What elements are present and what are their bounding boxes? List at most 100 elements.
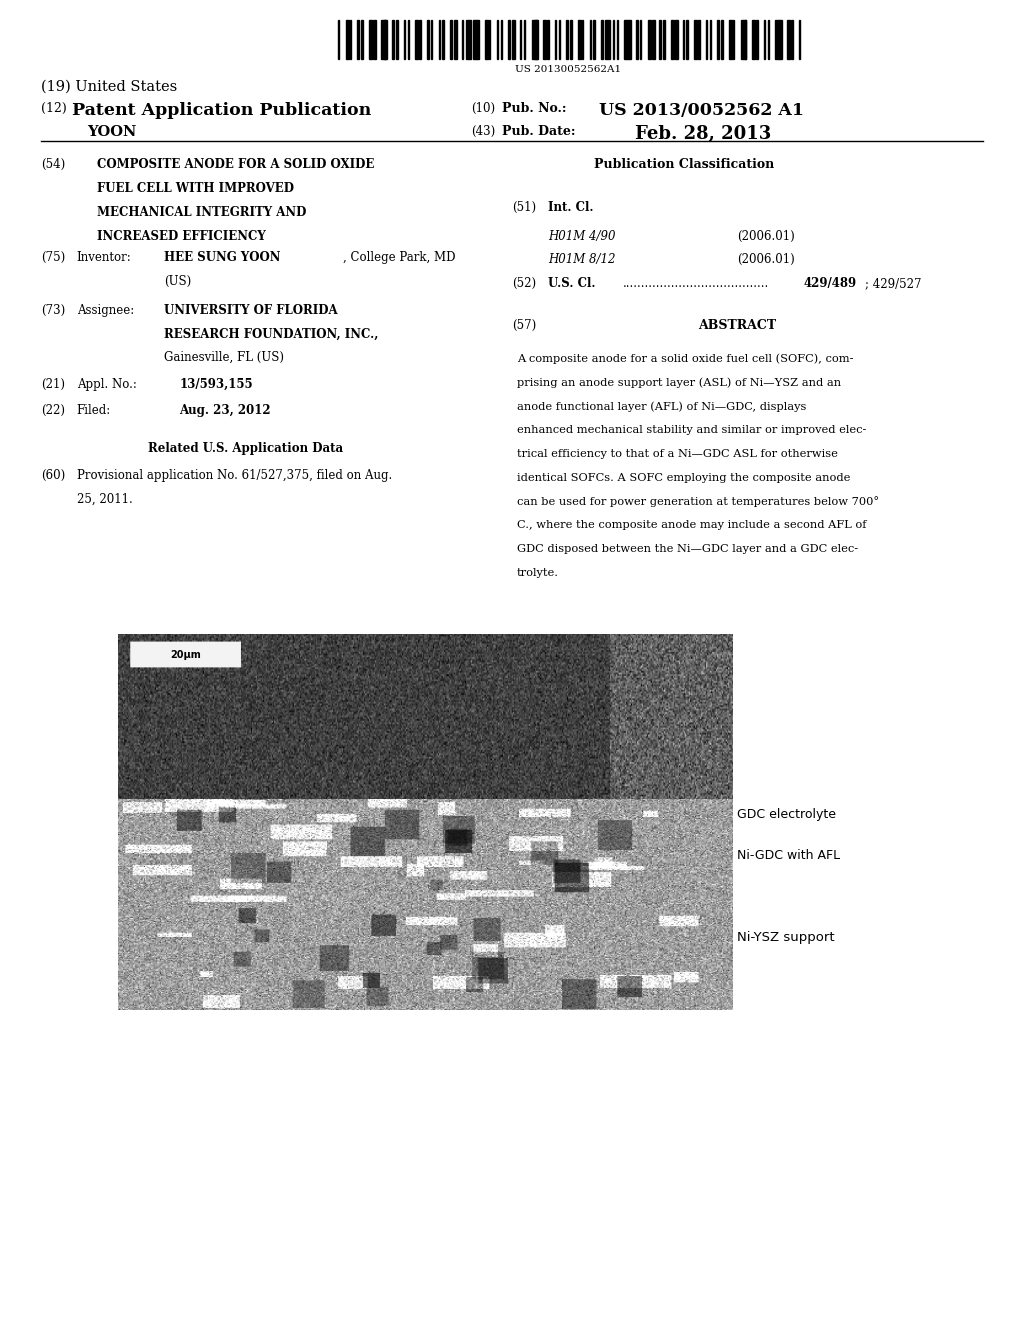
Bar [582,20,584,59]
Bar [616,20,618,59]
Bar [740,20,745,59]
Bar [485,20,488,59]
Bar [625,20,628,59]
Bar [651,20,654,59]
Text: (22): (22) [41,404,65,417]
Text: UNIVERSITY OF FLORIDA: UNIVERSITY OF FLORIDA [164,304,338,317]
Text: Assignee:: Assignee: [77,304,134,317]
Bar [578,20,581,59]
Text: (43): (43) [471,125,496,139]
Text: (57): (57) [512,319,537,333]
Text: Pub. Date:: Pub. Date: [502,125,575,139]
Bar [659,20,660,59]
Text: .......................................: ....................................... [623,277,769,290]
Bar [768,20,769,59]
Bar [710,20,712,59]
Bar [566,20,568,59]
Bar [629,20,632,59]
Bar [775,20,778,59]
Text: ; 429/527: ; 429/527 [865,277,922,290]
Bar [636,20,638,59]
Bar [648,20,651,59]
Text: US 20130052562A1: US 20130052562A1 [515,65,622,74]
Bar [473,20,476,59]
Bar [531,20,537,59]
Text: RESEARCH FOUNDATION, INC.,: RESEARCH FOUNDATION, INC., [164,327,378,341]
Bar [675,20,678,59]
Bar [555,20,556,59]
Text: 25, 2011.: 25, 2011. [77,492,132,506]
Text: (12): (12) [41,102,67,115]
Bar [338,20,340,59]
Bar [683,20,684,59]
Bar [392,20,393,59]
Bar [706,20,708,59]
Text: (21): (21) [41,378,65,391]
Bar [384,20,387,59]
Text: Int. Cl.: Int. Cl. [548,201,593,214]
Bar [466,20,471,59]
Bar [462,20,464,59]
Bar [744,20,746,59]
Bar [601,20,603,59]
Bar [408,20,410,59]
Text: Inventor:: Inventor: [77,251,131,264]
Text: enhanced mechanical stability and similar or improved elec-: enhanced mechanical stability and simila… [517,425,866,436]
Bar [536,20,539,59]
Bar [438,20,440,59]
Text: (US): (US) [164,275,191,288]
Text: trolyte.: trolyte. [517,568,559,578]
Text: US 2013/0052562 A1: US 2013/0052562 A1 [599,102,804,119]
Text: (19) United States: (19) United States [41,79,177,94]
Text: H01M 4/90: H01M 4/90 [548,230,615,243]
Bar [349,20,351,59]
Bar [431,20,432,59]
Text: Related U.S. Application Data: Related U.S. Application Data [148,442,344,455]
Bar [454,20,457,59]
Bar [451,20,452,59]
Bar [640,20,641,59]
Bar [733,20,734,59]
Text: INCREASED EFFICIENCY: INCREASED EFFICIENCY [97,230,266,243]
Bar [419,20,421,59]
Text: (10): (10) [471,102,496,115]
Text: H01M 8/12: H01M 8/12 [548,253,615,267]
Bar [520,20,521,59]
Text: YOON: YOON [87,125,136,140]
Bar [396,20,397,59]
Text: identical SOFCs. A SOFC employing the composite anode: identical SOFCs. A SOFC employing the co… [517,473,851,483]
Bar [497,20,499,59]
Bar [729,20,732,59]
Text: Aug. 23, 2012: Aug. 23, 2012 [179,404,270,417]
Text: A composite anode for a solid oxide fuel cell (SOFC), com-: A composite anode for a solid oxide fuel… [517,354,854,364]
Bar [427,20,428,59]
Bar [508,20,510,59]
Bar [547,20,549,59]
Bar [664,20,665,59]
Text: C., where the composite anode may include a second AFL of: C., where the composite anode may includ… [517,520,866,531]
Text: Provisional application No. 61/527,375, filed on Aug.: Provisional application No. 61/527,375, … [77,469,392,482]
Text: ABSTRACT: ABSTRACT [698,319,776,333]
Text: , College Park, MD: , College Park, MD [343,251,456,264]
Bar [671,20,674,59]
Bar [721,20,723,59]
Bar [361,20,362,59]
Text: Patent Application Publication: Patent Application Publication [72,102,371,119]
Bar [346,20,349,59]
Bar [779,20,782,59]
Bar [605,20,610,59]
Bar [357,20,358,59]
Text: (52): (52) [512,277,537,290]
Text: Publication Classification: Publication Classification [594,158,774,172]
Bar [799,20,801,59]
Bar [570,20,571,59]
Bar [373,20,376,59]
Bar [369,20,372,59]
Bar [612,20,614,59]
Text: GDC electrolyte: GDC electrolyte [737,808,837,821]
Bar [787,20,791,59]
Bar [698,20,699,59]
Text: (75): (75) [41,251,66,264]
Bar [524,20,525,59]
Bar [501,20,502,59]
